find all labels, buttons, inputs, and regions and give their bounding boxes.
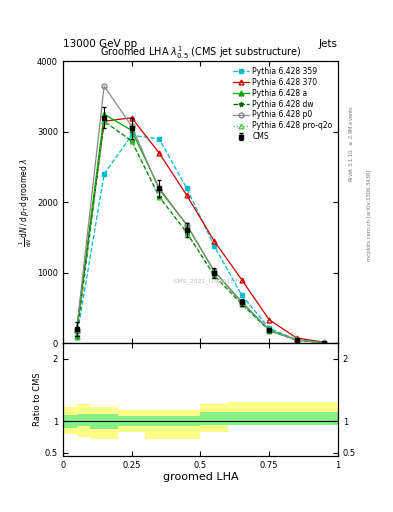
Pythia 6.428 359 [294, 336, 299, 343]
Pythia 6.428 pro-q2o [74, 334, 79, 340]
Pythia 6.428 dw [184, 229, 189, 236]
Pythia 6.428 p0 [102, 83, 107, 89]
Pythia 6.428 pro-q2o [239, 301, 244, 307]
Pythia 6.428 a [102, 111, 107, 117]
Pythia 6.428 370 [157, 150, 162, 156]
Pythia 6.428 a [129, 127, 134, 134]
Pythia 6.428 pro-q2o [322, 339, 327, 346]
Y-axis label: Ratio to CMS: Ratio to CMS [33, 373, 42, 426]
Pythia 6.428 370 [239, 276, 244, 283]
Pythia 6.428 p0 [267, 327, 272, 333]
Pythia 6.428 370 [322, 339, 327, 345]
Pythia 6.428 370 [74, 327, 79, 333]
Line: Pythia 6.428 359: Pythia 6.428 359 [74, 133, 327, 345]
Pythia 6.428 dw [294, 337, 299, 344]
Text: CMS_2021_I1920187: CMS_2021_I1920187 [173, 278, 239, 284]
Text: 13000 GeV pp: 13000 GeV pp [63, 38, 137, 49]
Text: Rivet 3.1.10, $\geq$ 2.9M events: Rivet 3.1.10, $\geq$ 2.9M events [348, 105, 356, 182]
Pythia 6.428 p0 [322, 339, 327, 346]
Pythia 6.428 359 [212, 243, 217, 249]
Pythia 6.428 370 [129, 115, 134, 121]
Legend: Pythia 6.428 359, Pythia 6.428 370, Pythia 6.428 a, Pythia 6.428 dw, Pythia 6.42: Pythia 6.428 359, Pythia 6.428 370, Pyth… [231, 65, 334, 143]
Pythia 6.428 pro-q2o [184, 229, 189, 236]
Title: Groomed LHA $\lambda^{1}_{0.5}$ (CMS jet substructure): Groomed LHA $\lambda^{1}_{0.5}$ (CMS jet… [100, 45, 301, 61]
Pythia 6.428 359 [74, 334, 79, 340]
Pythia 6.428 359 [184, 185, 189, 191]
Pythia 6.428 a [212, 268, 217, 274]
Pythia 6.428 a [322, 339, 327, 346]
Pythia 6.428 370 [294, 335, 299, 341]
Pythia 6.428 a [74, 327, 79, 333]
Pythia 6.428 359 [267, 325, 272, 331]
Pythia 6.428 a [184, 222, 189, 228]
Pythia 6.428 370 [184, 192, 189, 198]
Pythia 6.428 370 [102, 118, 107, 124]
Pythia 6.428 a [239, 299, 244, 305]
Text: Jets: Jets [319, 38, 338, 49]
Pythia 6.428 pro-q2o [102, 118, 107, 124]
Pythia 6.428 dw [212, 272, 217, 279]
Pythia 6.428 p0 [184, 222, 189, 228]
Pythia 6.428 p0 [212, 268, 217, 274]
Pythia 6.428 dw [74, 334, 79, 340]
Line: Pythia 6.428 a: Pythia 6.428 a [74, 112, 327, 345]
Pythia 6.428 359 [322, 339, 327, 346]
Pythia 6.428 359 [102, 171, 107, 177]
Y-axis label: $\frac{1}{\mathrm{d}N}\,\mathrm{d}N\,/\,$$\mathrm{d}\,p_T\,\mathrm{d}\,\mathrm{g: $\frac{1}{\mathrm{d}N}\,\mathrm{d}N\,/\,… [18, 158, 34, 247]
Pythia 6.428 a [157, 185, 162, 191]
Pythia 6.428 pro-q2o [267, 328, 272, 334]
Pythia 6.428 pro-q2o [294, 337, 299, 344]
Pythia 6.428 359 [129, 132, 134, 138]
Pythia 6.428 dw [157, 194, 162, 200]
Pythia 6.428 dw [267, 328, 272, 334]
Pythia 6.428 359 [157, 136, 162, 142]
Pythia 6.428 p0 [294, 337, 299, 343]
Pythia 6.428 dw [322, 339, 327, 346]
Pythia 6.428 p0 [74, 327, 79, 333]
Line: Pythia 6.428 dw: Pythia 6.428 dw [74, 119, 327, 345]
Pythia 6.428 p0 [129, 123, 134, 129]
Line: Pythia 6.428 pro-q2o: Pythia 6.428 pro-q2o [74, 119, 327, 345]
Line: Pythia 6.428 370: Pythia 6.428 370 [74, 115, 327, 345]
Text: mcplots.cern.ch [arXiv:1306.3436]: mcplots.cern.ch [arXiv:1306.3436] [367, 169, 372, 261]
Pythia 6.428 dw [239, 301, 244, 307]
Pythia 6.428 dw [129, 138, 134, 144]
Pythia 6.428 370 [267, 317, 272, 323]
Pythia 6.428 p0 [239, 298, 244, 305]
Pythia 6.428 359 [239, 292, 244, 298]
Pythia 6.428 pro-q2o [212, 272, 217, 279]
Pythia 6.428 dw [102, 118, 107, 124]
Pythia 6.428 370 [212, 238, 217, 244]
Line: Pythia 6.428 p0: Pythia 6.428 p0 [74, 83, 327, 345]
Pythia 6.428 pro-q2o [129, 138, 134, 144]
Pythia 6.428 a [294, 337, 299, 343]
Pythia 6.428 pro-q2o [157, 194, 162, 200]
Pythia 6.428 p0 [157, 186, 162, 193]
X-axis label: groomed LHA: groomed LHA [163, 472, 238, 482]
Pythia 6.428 a [267, 327, 272, 333]
